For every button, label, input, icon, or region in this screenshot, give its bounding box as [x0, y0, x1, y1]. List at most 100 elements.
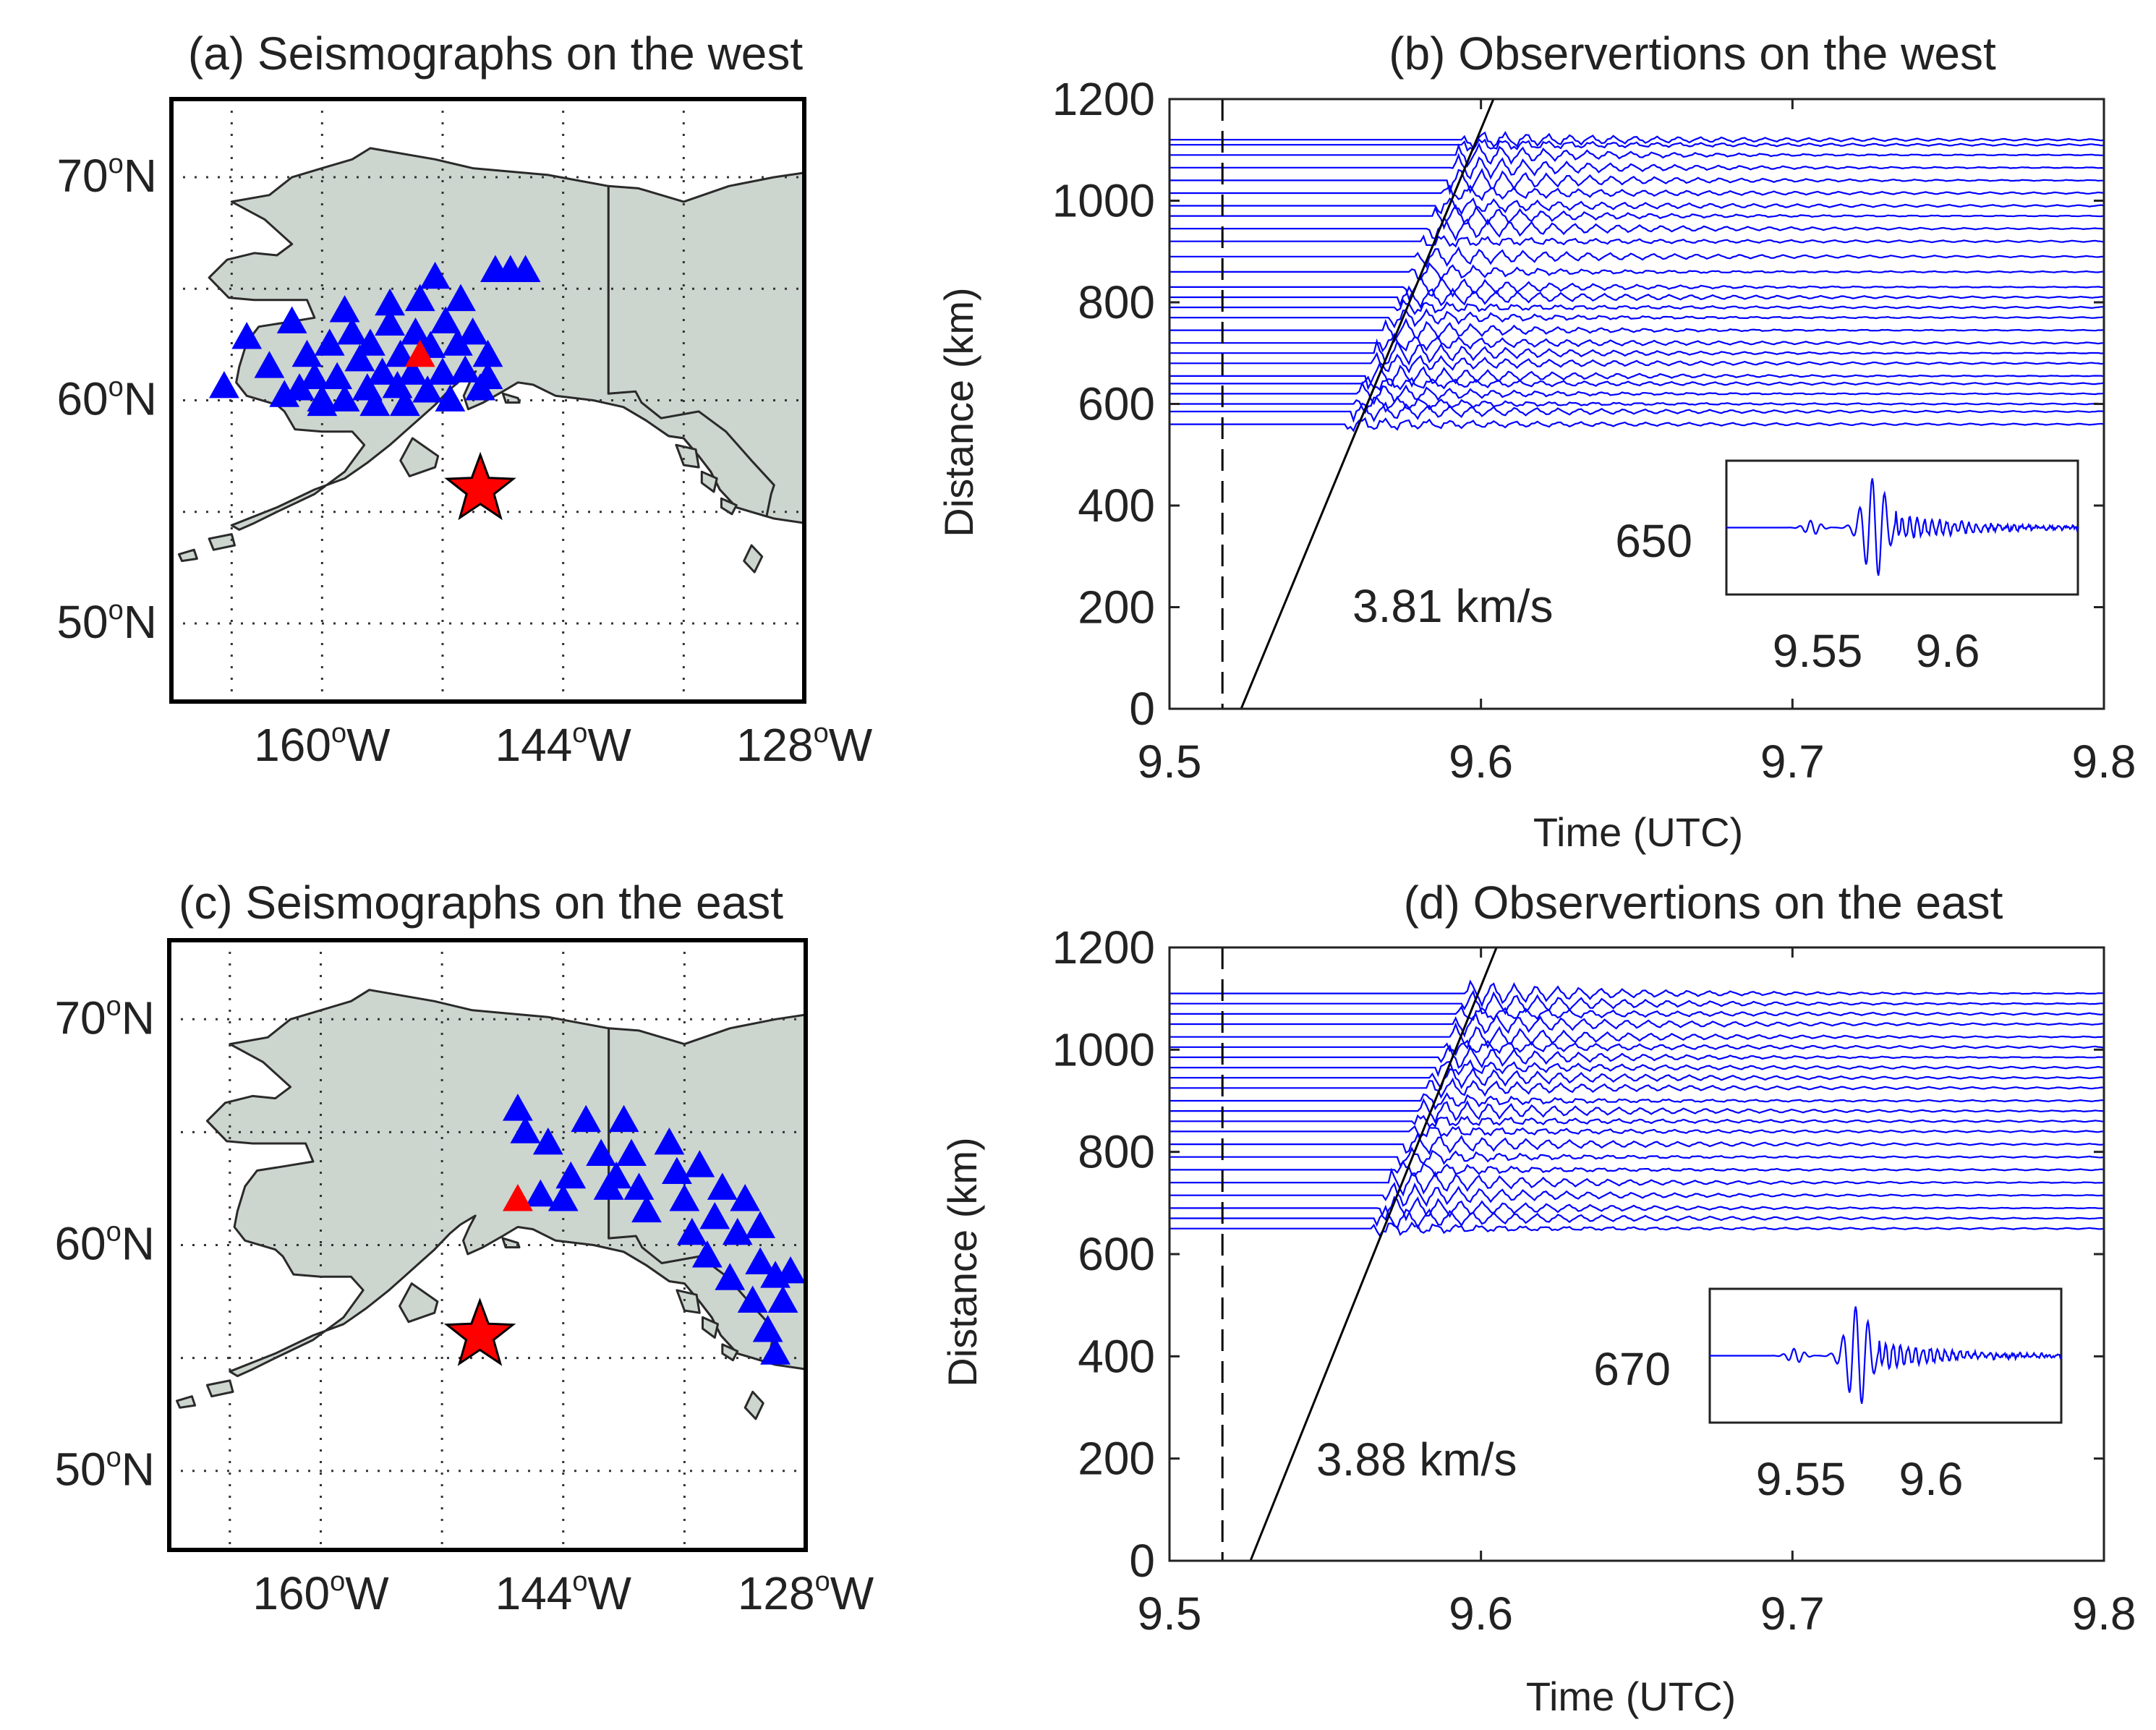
section-title-east: (d) Observertions on the east	[1404, 877, 2003, 929]
station-marker	[503, 1094, 533, 1121]
station-marker	[307, 384, 338, 412]
station-marker	[586, 1138, 617, 1167]
seismic-trace	[1169, 375, 2104, 391]
station-marker	[430, 306, 461, 333]
island	[205, 1379, 234, 1398]
moveout-line	[1240, 99, 1495, 709]
seismic-trace	[1169, 1098, 2104, 1125]
seismic-trace	[1169, 197, 2104, 216]
station-marker	[291, 339, 323, 367]
x-tick-label: 9.5	[1138, 736, 1202, 788]
station-marker	[631, 1195, 662, 1223]
seismic-trace	[1169, 273, 2104, 301]
island	[702, 1316, 719, 1339]
y-tick-label: 800	[1078, 1126, 1155, 1178]
y-tick-label: 800	[1078, 276, 1155, 328]
seismic-trace	[1169, 1013, 2104, 1038]
seismic-trace	[1169, 1022, 2104, 1050]
seismic-trace	[1169, 1221, 2104, 1237]
station-marker	[337, 317, 367, 345]
station-marker	[669, 1184, 700, 1211]
seismic-trace	[1169, 318, 2104, 344]
x-axis-label-east: Time (UTC)	[1526, 1674, 1736, 1719]
station-marker	[608, 1104, 639, 1133]
station-marker	[525, 1179, 556, 1207]
station-marker	[684, 1150, 715, 1177]
station-marker	[623, 1172, 655, 1200]
station-marker	[760, 1337, 791, 1365]
seismic-trace	[1169, 417, 2104, 432]
seismic-trace	[1169, 298, 2104, 315]
seismic-trace	[1169, 979, 2104, 1008]
seismic-trace	[1169, 262, 2104, 282]
station-marker	[737, 1285, 768, 1313]
station-marker	[715, 1263, 746, 1290]
seismic-trace	[1169, 184, 2104, 202]
station-marker	[276, 306, 307, 333]
x-tick-label: 9.8	[2072, 1588, 2136, 1640]
station-marker	[616, 1138, 647, 1167]
plot-frame	[1168, 946, 2105, 1562]
inset-label-west: 650	[1615, 515, 1692, 567]
station-marker	[547, 1184, 579, 1211]
station-marker	[397, 357, 428, 385]
station-marker	[299, 362, 330, 390]
map-body-east: 70oN 60oN 50oN 160oW 144oW 128oW	[54, 938, 874, 1619]
station-marker	[390, 388, 420, 417]
station-marker	[385, 339, 416, 367]
record-section-east: (d) Observertions on the east Time (UTC)…	[939, 877, 2136, 1719]
station-marker	[269, 380, 300, 407]
y-tick-label: 200	[1078, 1433, 1155, 1485]
lat-tick-label: 60oN	[54, 1217, 155, 1270]
station-marker	[532, 1128, 563, 1155]
station-marker	[699, 1202, 730, 1230]
station-marker	[691, 1240, 723, 1268]
inset-trace	[1726, 478, 2079, 576]
station-marker	[654, 1128, 685, 1155]
station-marker	[375, 308, 405, 336]
y-tick-label: 0	[1129, 1535, 1155, 1587]
lat-tick-label: 50oN	[54, 1443, 155, 1496]
station-marker	[662, 1156, 692, 1184]
seismic-trace	[1169, 351, 2104, 374]
y-tick-label: 400	[1078, 1330, 1155, 1382]
station-marker	[676, 1217, 707, 1245]
y-tick-label: 400	[1078, 480, 1155, 532]
reference-station-marker	[503, 1184, 533, 1211]
seismic-trace	[1169, 1196, 2104, 1222]
seismic-trace	[1169, 1159, 2104, 1178]
lat-tick-label: 50oN	[56, 595, 157, 648]
lon-tick-label: 160oW	[254, 718, 391, 771]
map-frame	[169, 97, 806, 704]
station-marker	[404, 284, 435, 312]
station-marker	[419, 261, 451, 289]
station-marker	[472, 339, 503, 367]
station-marker	[601, 1161, 631, 1189]
station-marker	[722, 1217, 753, 1245]
station-marker	[745, 1247, 776, 1274]
station-marker	[472, 362, 503, 390]
seismic-trace	[1169, 1182, 2104, 1207]
island	[700, 470, 718, 493]
island	[176, 1395, 197, 1409]
seismic-trace	[1169, 989, 2104, 1015]
x-axis-label-west: Time (UTC)	[1533, 809, 1743, 855]
lon-tick-label: 128oW	[738, 1567, 874, 1619]
record-section-west: (b) Observertions on the west Time (UTC)…	[936, 27, 2136, 855]
station-marker	[510, 1116, 541, 1143]
x-tick-label: 9.6	[1449, 1588, 1513, 1640]
station-marker	[400, 317, 431, 345]
y-tick-label: 1200	[1052, 921, 1155, 973]
seismic-trace	[1169, 338, 2104, 366]
station-marker	[450, 355, 481, 383]
lon-tick-label: 144oW	[495, 718, 632, 771]
seismic-trace	[1169, 401, 2104, 424]
station-marker	[435, 384, 466, 412]
inset-tick-label: 9.55	[1756, 1453, 1846, 1505]
x-tick-label: 9.5	[1138, 1588, 1202, 1640]
station-marker	[375, 288, 405, 316]
y-tick-label: 600	[1078, 1228, 1155, 1280]
y-axis-label-east: Distance (km)	[939, 1137, 985, 1386]
station-marker	[322, 362, 353, 390]
